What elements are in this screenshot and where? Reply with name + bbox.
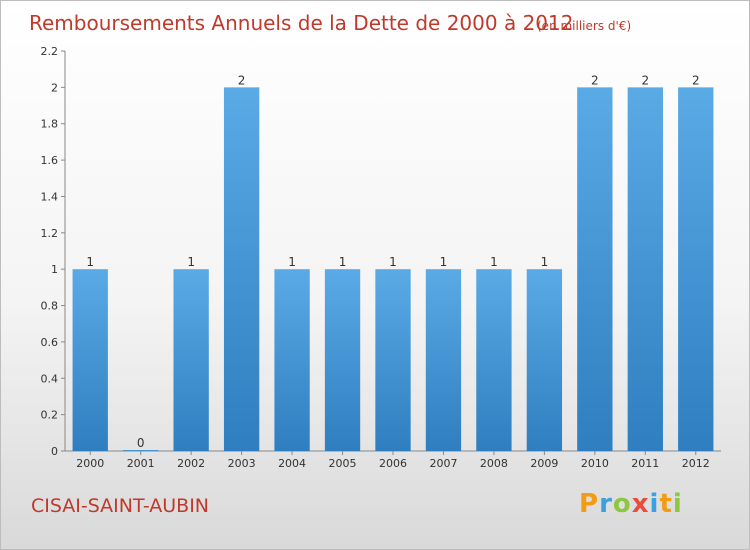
data-label-2011: 2 bbox=[641, 73, 649, 87]
x-tick-label-2008: 2008 bbox=[480, 457, 508, 470]
y-tick-label: 2.2 bbox=[41, 45, 59, 58]
y-tick-label: 1.2 bbox=[41, 227, 59, 240]
bar-2001 bbox=[123, 450, 159, 451]
y-tick-label: 0.6 bbox=[41, 336, 59, 349]
x-tick-label-2000: 2000 bbox=[76, 457, 104, 470]
bar-2000 bbox=[72, 269, 108, 451]
data-label-2007: 1 bbox=[440, 255, 448, 269]
data-label-2012: 2 bbox=[692, 73, 700, 87]
x-tick-label-2009: 2009 bbox=[530, 457, 558, 470]
data-label-2002: 1 bbox=[187, 255, 195, 269]
data-label-2004: 1 bbox=[288, 255, 296, 269]
y-tick-label: 2 bbox=[51, 81, 58, 94]
y-tick-label: 1.6 bbox=[41, 154, 59, 167]
data-label-2003: 2 bbox=[238, 73, 246, 87]
bar-2010 bbox=[577, 87, 613, 451]
data-label-2009: 1 bbox=[541, 255, 549, 269]
bar-2005 bbox=[324, 269, 361, 451]
y-axis-ticks: 0 0.2 0.4 0.6 0.8 1 1.2 1.4 1.6 1.8 2 2.2 bbox=[41, 45, 65, 458]
bar-series: 1 0 1 2 1 1 1 1 1 1 2 2 2 bbox=[72, 73, 714, 451]
data-label-2010: 2 bbox=[591, 73, 599, 87]
y-tick-label: 0 bbox=[51, 445, 58, 458]
bar-2002 bbox=[173, 269, 209, 451]
commune-name: CISAI-SAINT-AUBIN bbox=[31, 495, 210, 517]
logo-letter: i bbox=[672, 489, 683, 519]
y-tick-label: 1.4 bbox=[41, 190, 59, 203]
chart-subtitle: (en milliers d'€) bbox=[537, 19, 631, 33]
x-tick-label-2010: 2010 bbox=[581, 457, 609, 470]
bar-2003 bbox=[223, 87, 260, 451]
bar-2008 bbox=[476, 269, 512, 451]
logo-letter: x bbox=[631, 489, 650, 519]
x-tick-label-2003: 2003 bbox=[228, 457, 256, 470]
logo-letter: P bbox=[579, 489, 600, 519]
y-tick-label: 0.8 bbox=[41, 300, 59, 313]
x-tick-label-2006: 2006 bbox=[379, 457, 407, 470]
logo-letter: r bbox=[599, 489, 613, 519]
data-label-2008: 1 bbox=[490, 255, 498, 269]
bar-2007 bbox=[425, 269, 462, 451]
y-tick-label: 1.8 bbox=[41, 118, 59, 131]
x-tick-label-2012: 2012 bbox=[682, 457, 710, 470]
x-tick-label-2004: 2004 bbox=[278, 457, 306, 470]
bar-2011 bbox=[627, 87, 663, 451]
logo-letter: o bbox=[612, 489, 632, 519]
x-tick-label-2007: 2007 bbox=[429, 457, 457, 470]
x-tick-label-2001: 2001 bbox=[127, 457, 155, 470]
data-label-2006: 1 bbox=[389, 255, 397, 269]
data-label-2000: 1 bbox=[86, 255, 94, 269]
x-axis-ticks: 2000 2001 2002 2003 2004 2005 2006 2007 2008 2009… bbox=[76, 451, 710, 470]
data-label-2001: 0 bbox=[137, 436, 145, 450]
proxiti-logo: Proxiti bbox=[579, 489, 683, 519]
bar-2004 bbox=[274, 269, 310, 451]
logo-letter: t bbox=[659, 489, 673, 519]
y-tick-label: 0.4 bbox=[41, 372, 59, 385]
bar-2009 bbox=[526, 269, 563, 451]
bar-2006 bbox=[375, 269, 411, 451]
x-tick-label-2002: 2002 bbox=[177, 457, 205, 470]
y-tick-label: 1 bbox=[51, 263, 58, 276]
x-tick-label-2011: 2011 bbox=[631, 457, 659, 470]
logo-letter: i bbox=[649, 489, 660, 519]
bar-2012 bbox=[678, 87, 714, 451]
x-tick-label-2005: 2005 bbox=[329, 457, 357, 470]
data-label-2005: 1 bbox=[339, 255, 347, 269]
chart-title: Remboursements Annuels de la Dette de 20… bbox=[29, 11, 573, 35]
y-tick-label: 0.2 bbox=[41, 409, 59, 422]
